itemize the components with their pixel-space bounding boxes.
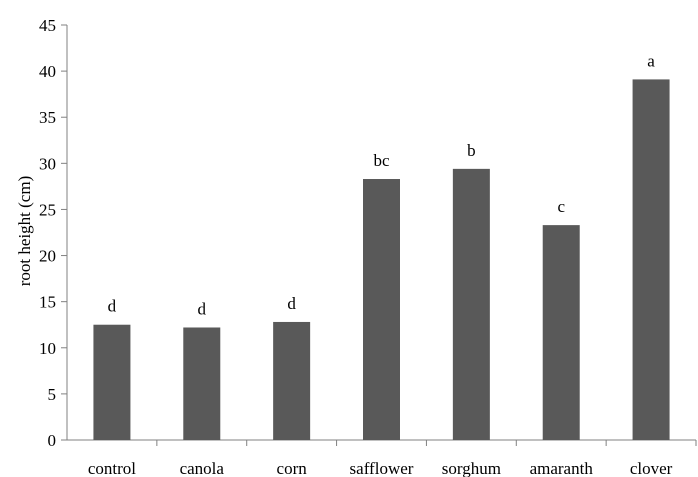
y-tick-label: 5 [48,385,57,404]
y-tick-label: 35 [39,108,56,127]
bar-control [93,324,131,440]
y-axis-title: root height (cm) [15,176,34,286]
bar-label-amaranth: c [557,197,565,216]
y-tick-label: 45 [39,16,56,35]
bar-clover [632,79,670,441]
x-tick-label-sorghum: sorghum [442,459,501,477]
bar-label-canola: d [198,299,207,318]
x-tick-label-corn: corn [277,459,308,477]
y-tick-label: 25 [39,200,56,219]
x-tick-label-control: control [88,459,136,477]
x-tick-label-canola: canola [180,459,225,477]
bar-safflower [363,179,400,440]
bar-canola [183,327,221,440]
x-tick-label-clover: clover [630,459,673,477]
x-tick-label-safflower: safflower [350,459,414,477]
bar-label-clover: a [647,51,655,70]
y-tick-label: 30 [39,154,56,173]
plot-area: 051015202530354045dcontroldcanoladcornbc… [39,16,697,477]
bar-label-corn: d [287,294,296,313]
y-tick-label: 0 [48,431,57,450]
x-tick-label-amaranth: amaranth [530,459,594,477]
y-tick-label: 40 [39,62,56,81]
y-tick-label: 15 [39,293,56,312]
bar-amaranth [542,225,580,440]
bar-sorghum [452,168,490,440]
bar-label-safflower: bc [373,151,390,170]
bar-corn [273,321,311,440]
y-tick-label: 10 [39,339,56,358]
bar-label-control: d [108,297,117,316]
y-tick-label: 20 [39,247,56,266]
bar-label-sorghum: b [467,141,476,160]
